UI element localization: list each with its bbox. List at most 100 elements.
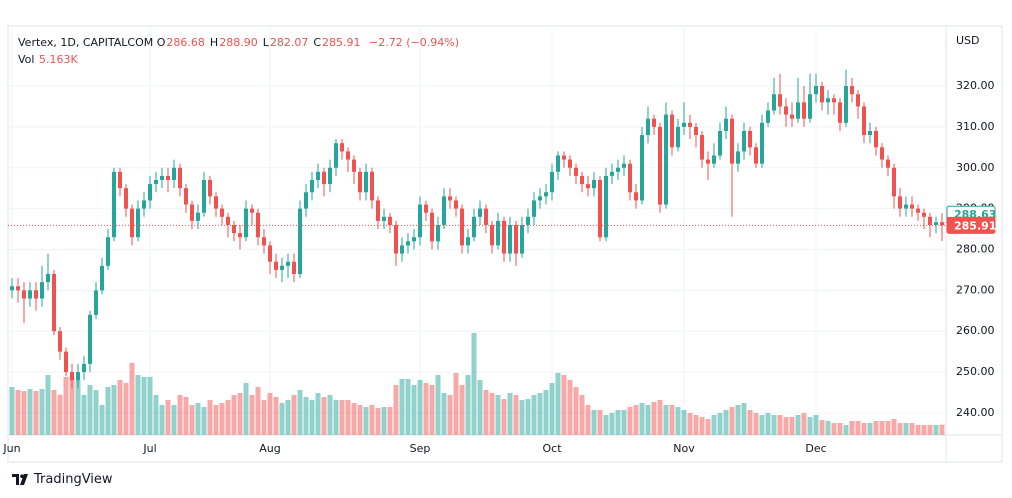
volume-bar xyxy=(117,380,123,435)
volume-bar xyxy=(633,405,639,435)
volume-bar xyxy=(801,413,807,435)
volume-bar xyxy=(141,377,147,435)
legend-row: Vol 5.163K xyxy=(18,51,464,68)
ohlc-value: 286.68 xyxy=(166,36,205,49)
legend: Vertex, 1D, CAPITALCOM O286.68 H288.90 L28… xyxy=(18,34,464,68)
volume-bar xyxy=(705,419,711,435)
volume-bar xyxy=(795,415,801,435)
volume-bar xyxy=(915,425,921,435)
candle-body xyxy=(760,122,764,164)
vol-key: Vol xyxy=(18,53,35,66)
candle-body xyxy=(868,130,872,136)
volume-bar xyxy=(423,383,429,435)
volume-bar xyxy=(831,423,837,435)
candle-body xyxy=(928,216,932,225)
candle-body xyxy=(352,159,356,172)
volume-bar xyxy=(99,405,105,435)
volume-bar xyxy=(381,407,387,435)
footer[interactable]: TradingView xyxy=(12,472,113,487)
volume-bar xyxy=(237,393,243,435)
y-tick-label: 300.00 xyxy=(956,161,995,174)
candle-body xyxy=(250,208,254,213)
symbol: Vertex, 1D, CAPITALCOM xyxy=(18,36,154,49)
x-tick-label: Oct xyxy=(542,442,562,455)
candle-body xyxy=(622,163,626,168)
volume-bar xyxy=(807,417,813,435)
y-tick-label: 250.00 xyxy=(956,365,995,378)
candle-body xyxy=(130,208,134,238)
volume-bar xyxy=(579,395,585,435)
volume-bar xyxy=(177,395,183,435)
volume-bar xyxy=(369,405,375,435)
candle-body xyxy=(184,188,188,205)
volume-bar xyxy=(417,380,423,435)
candle-body xyxy=(82,363,86,373)
candle-body xyxy=(166,175,170,181)
candle-body xyxy=(16,286,20,291)
candle-body xyxy=(478,208,482,217)
volume-bar xyxy=(111,385,117,435)
y-tick-label: 310.00 xyxy=(956,120,995,133)
volume-bar xyxy=(15,390,21,435)
candle-body xyxy=(754,147,758,164)
volume-bar xyxy=(87,385,93,435)
volume-bar xyxy=(699,417,705,435)
candle-body xyxy=(202,180,206,213)
volume-bar xyxy=(759,415,765,435)
volume-bar xyxy=(651,402,657,435)
volume-bar xyxy=(21,391,27,435)
volume-bar xyxy=(687,413,693,435)
ohlc-value: 285.91 xyxy=(322,36,361,49)
candle-body xyxy=(304,192,308,209)
candle-body xyxy=(232,224,236,234)
volume-bar xyxy=(597,410,603,435)
candle-body xyxy=(832,98,836,103)
volume-bar xyxy=(591,410,597,435)
candle-body xyxy=(838,102,842,123)
candle-body xyxy=(526,216,530,225)
volume-bar xyxy=(327,395,333,435)
volume-bar xyxy=(615,410,621,435)
y-tick-label: 320.00 xyxy=(956,79,995,92)
volume-bar xyxy=(213,405,219,435)
x-tick-label: Jun xyxy=(2,442,20,455)
candle-body xyxy=(124,188,128,209)
candle-body xyxy=(826,98,830,103)
grid xyxy=(8,28,946,435)
candle-body xyxy=(520,224,524,254)
candle-body xyxy=(70,372,74,381)
volume-bar xyxy=(819,420,825,435)
volume-bar xyxy=(339,400,345,435)
candle-body xyxy=(394,224,398,254)
candle-body xyxy=(346,151,350,160)
candle-body xyxy=(598,180,602,238)
volume-bar xyxy=(129,363,135,435)
volume-bar xyxy=(747,410,753,435)
x-tick-label: Aug xyxy=(259,442,280,455)
volume-bar xyxy=(537,393,543,435)
candle-body xyxy=(586,184,590,189)
candle-body xyxy=(472,216,476,238)
logo xyxy=(12,473,28,485)
volume-bar xyxy=(465,375,471,435)
volume-bar xyxy=(297,390,303,435)
candle-body xyxy=(100,265,104,291)
volume-bar xyxy=(873,421,879,435)
candle-body xyxy=(640,135,644,201)
volume-bar xyxy=(573,387,579,435)
candle-body xyxy=(280,265,284,270)
candle-body xyxy=(496,220,500,246)
candle-body xyxy=(148,184,152,201)
volume-bar xyxy=(441,393,447,435)
candle-body xyxy=(748,130,752,148)
candle-body xyxy=(694,126,698,136)
volume-bar xyxy=(123,383,129,435)
candle-body xyxy=(658,126,662,205)
price-tag-label: 285.91 xyxy=(954,219,996,232)
volume-bar xyxy=(39,389,45,435)
volume-bar xyxy=(825,421,831,435)
candle-body xyxy=(922,212,926,217)
volume-bar xyxy=(657,400,663,435)
candle-body xyxy=(802,102,806,119)
candle-body xyxy=(298,208,302,274)
